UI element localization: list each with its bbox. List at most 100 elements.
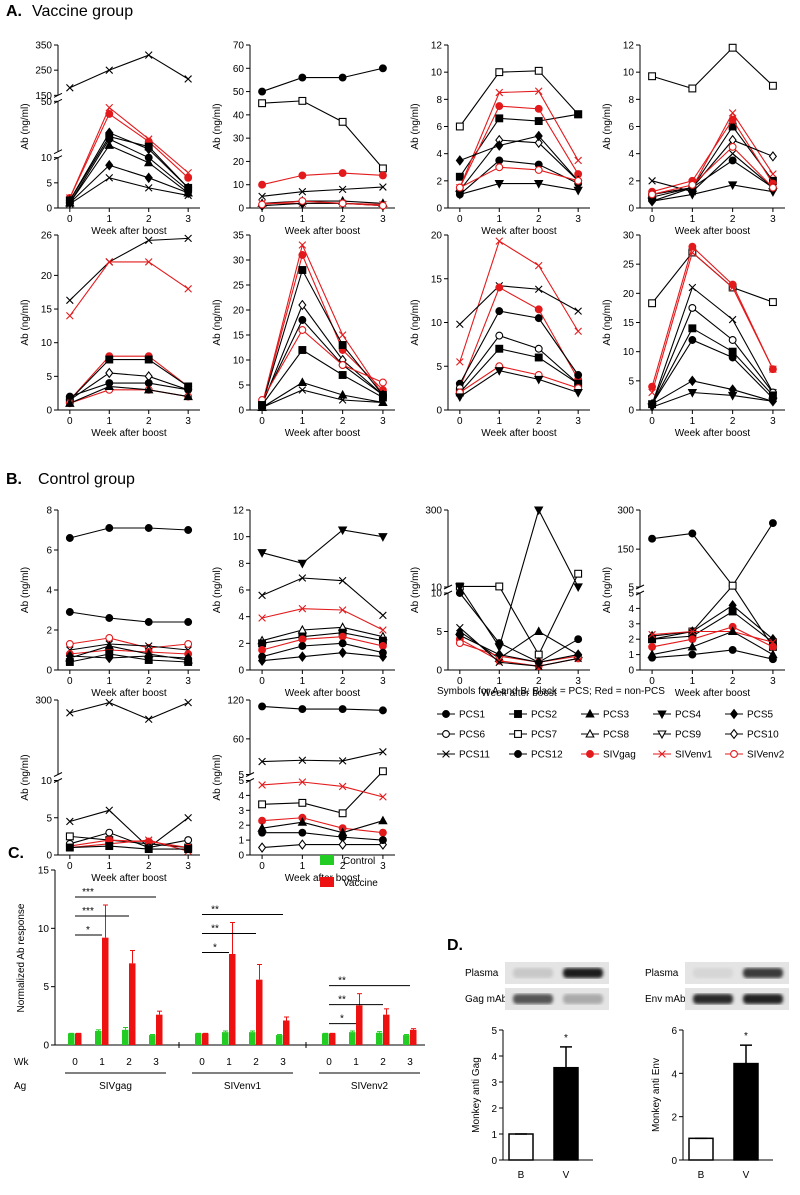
x-tick-label: 1: [106, 676, 112, 687]
point: [573, 583, 583, 593]
series-line: [459, 573, 579, 656]
point: [105, 174, 114, 182]
x-tick-label: 2: [126, 1057, 132, 1068]
y-tick-label: 0: [628, 406, 634, 417]
x-tick-label: 2: [253, 1057, 259, 1068]
x-tick-label: 1: [106, 861, 112, 872]
y-tick-label: 50: [41, 97, 53, 108]
y-tick-label: 8: [628, 95, 634, 106]
x-tick-label: 3: [185, 861, 191, 872]
legend-marker: [658, 750, 666, 758]
point: [379, 611, 387, 620]
y-axis-label: Ab (ng/ml): [20, 567, 31, 613]
point: [648, 299, 657, 308]
point: [65, 640, 74, 648]
bar: [195, 1033, 202, 1045]
x-axis-label: Week after boost: [285, 688, 361, 699]
blot-band: [513, 968, 553, 978]
y-tick-label: 10: [233, 180, 245, 191]
point: [728, 142, 737, 151]
series-line: [261, 529, 384, 564]
point: [768, 151, 778, 162]
bar: [383, 1014, 390, 1045]
y-tick-label: 40: [233, 110, 245, 121]
point: [455, 172, 464, 181]
series-line: [459, 630, 579, 660]
point: [258, 591, 266, 600]
y-tick-label: 2: [238, 821, 244, 832]
point: [378, 706, 387, 715]
series-line: [651, 139, 774, 202]
point: [495, 307, 504, 316]
x-tick-label: 0: [67, 214, 73, 225]
point: [105, 258, 114, 266]
point: [257, 655, 267, 666]
point: [298, 73, 307, 82]
point: [184, 658, 193, 666]
point: [258, 828, 267, 837]
series-line: [459, 285, 579, 325]
bar: [349, 1032, 356, 1045]
point: [298, 316, 307, 324]
y-tick-label: 15: [623, 318, 635, 329]
x-tick-label: 0: [259, 416, 265, 427]
y-tick-label: 6: [238, 586, 244, 597]
y-tick-label: 0: [238, 666, 244, 677]
point: [105, 828, 114, 837]
series-line: [459, 365, 579, 393]
y-axis-label: Normalized Ab response: [16, 903, 27, 1012]
y-axis-label: Ab (ng/ml): [602, 103, 613, 149]
point: [298, 828, 307, 837]
x-tick-label: 3: [185, 416, 191, 427]
y-tick-label: 35: [233, 231, 245, 242]
series-line: [651, 307, 774, 405]
point: [455, 589, 464, 597]
legend-label: PCS11: [459, 750, 490, 761]
x-tick-label: 3: [153, 1057, 159, 1068]
y-axis-label: Ab (ng/ml): [212, 103, 223, 149]
blot-band: [743, 994, 783, 1004]
blot-background: [505, 962, 609, 984]
x-tick-label: 3: [185, 214, 191, 225]
y-tick-label: 20: [623, 289, 635, 300]
y-tick-label: 60: [233, 64, 245, 75]
series-line: [652, 522, 774, 587]
x-axis-label: Week after boost: [285, 428, 361, 439]
point: [258, 200, 267, 209]
point: [378, 378, 387, 387]
legend-marker: [585, 708, 595, 718]
point: [534, 285, 543, 294]
x-tick-label: 2: [146, 416, 152, 427]
bar: [733, 1062, 759, 1161]
x-tick-label: 0: [67, 861, 73, 872]
series-line: [651, 327, 774, 405]
bar: [75, 1033, 82, 1045]
y-tick-label: 3: [491, 1078, 497, 1089]
y-tick-label: 10: [41, 153, 53, 164]
point: [105, 66, 114, 74]
series-line: [459, 627, 579, 667]
point: [144, 236, 153, 245]
point: [534, 130, 543, 142]
legend-marker: [442, 730, 450, 738]
y-tick-label: 10: [41, 776, 53, 787]
point: [379, 183, 387, 191]
y-tick-label: 8: [436, 95, 442, 106]
point: [104, 640, 115, 650]
series-line: [651, 245, 774, 387]
point: [297, 817, 308, 826]
y-axis-label: Ab (ng/ml): [212, 299, 223, 345]
series-line: [69, 138, 189, 204]
series-line: [69, 382, 189, 398]
series-line: [69, 845, 189, 850]
legend-marker: [442, 710, 450, 718]
series-line: [651, 630, 774, 656]
legend-label: SIVgag: [603, 750, 636, 761]
series-line: [261, 626, 384, 642]
point: [456, 623, 464, 632]
legend-label: PCS8: [603, 730, 630, 741]
point: [105, 524, 114, 532]
point: [728, 336, 737, 344]
point: [104, 381, 115, 390]
point: [338, 169, 347, 178]
